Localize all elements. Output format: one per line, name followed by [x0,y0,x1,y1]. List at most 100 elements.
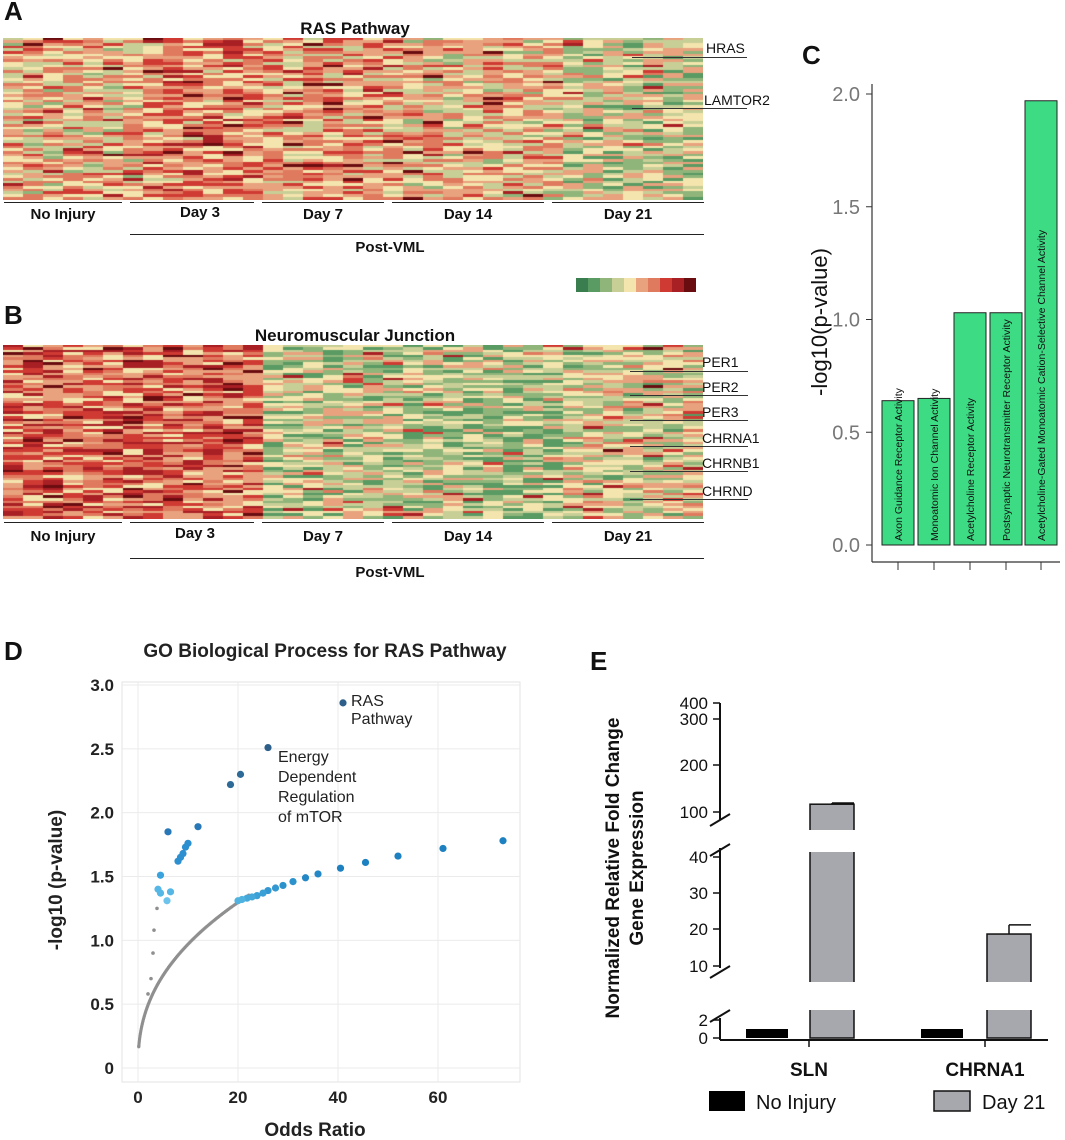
background-point [236,900,240,904]
background-point [191,937,195,941]
background-point [192,936,196,940]
y-tick-label: 2.5 [90,740,114,759]
highlight-point [499,837,507,845]
background-point [174,955,178,959]
background-point [140,1022,144,1026]
highlight-point [339,699,347,707]
background-point [245,894,249,898]
background-point [202,927,206,931]
background-point [142,1016,146,1020]
y-tick-label: 2.0 [90,804,114,823]
background-point [237,899,241,904]
y-tick-label: 3.0 [90,676,114,695]
x-tick-label: 0 [133,1088,142,1107]
background-point [212,918,216,922]
background-point [183,945,187,950]
background-point [137,1040,141,1044]
group-line [262,522,384,523]
axis-break [709,965,731,979]
background-point [193,935,197,939]
chart-title: GO Biological Process for RAS Pathway [143,641,507,662]
background-point [138,1035,142,1040]
highlight-point [279,881,287,890]
y-tick-label: 0.5 [90,995,114,1014]
y-tick-label: 20 [689,920,708,939]
y-tick-label: 1.5 [90,868,114,887]
highlight-point [236,770,245,778]
background-point [181,948,185,952]
background-point [224,909,229,913]
background-point [205,924,209,928]
background-point [198,930,203,934]
gene-label-lamtor2: LAMTOR2 [704,92,770,108]
color-scale-swatch [576,278,588,292]
color-scale-swatch [612,278,624,292]
background-point [137,1043,141,1047]
y-tick-label: 1.5 [832,197,860,219]
panel-letter-a: A [4,0,23,26]
background-point [171,960,175,964]
group-line [552,522,704,523]
post-vml-line [130,234,704,235]
background-point [197,931,202,935]
heatmap-b [3,345,703,519]
background-point [163,970,167,974]
group-label: Day 21 [603,528,653,545]
highlight-point [271,884,280,892]
color-scale-swatch [588,278,600,292]
highlight-point [439,844,447,853]
highlight-point [264,886,272,895]
background-point [146,1004,150,1008]
background-point [147,999,152,1004]
gene-line [630,395,748,396]
y-tick-label: 400 [680,694,708,713]
background-point [154,985,158,989]
background-point [226,908,230,912]
highlight-point [234,897,242,905]
panel-letter-d: D [4,636,23,666]
background-point [162,972,166,977]
legend-swatch-day21 [933,1090,971,1112]
y-tick-label: 2.0 [832,84,860,106]
background-point [146,1002,150,1006]
group-line [4,522,122,523]
background-point [201,928,205,932]
legend-swatch-no-injury [709,1091,745,1111]
background-point [232,903,236,907]
gene-line-hras [632,57,747,58]
background-point [215,916,219,920]
background-point [141,1019,145,1023]
group-label: Day 14 [443,206,493,223]
highlight-point [243,894,251,902]
panel-letter-c: C [802,40,821,70]
color-scale-swatch [636,278,648,292]
background-point [151,991,155,995]
bar-break-gap [986,982,1032,1010]
group-line [262,202,384,203]
background-point [143,1011,147,1015]
background-point [167,964,171,968]
highlight-point [253,892,261,900]
background-point [145,1005,149,1009]
background-point [155,983,159,988]
group-line [4,202,122,203]
background-point [138,1032,142,1036]
background-point [188,940,192,944]
background-point [172,958,176,963]
background-point [179,950,183,954]
background-point [157,980,161,984]
background-point [231,904,235,908]
background-point [149,995,153,999]
axis-break [709,813,731,827]
bar-category-label: Acetylcholine-Gated Monoatomic Cation-Se… [1036,229,1048,541]
background-point [223,910,227,914]
y-axis-label: -log10(p-value) [807,248,832,396]
annotation-label: Regulation [278,789,355,806]
highlight-point [248,893,256,901]
background-point [161,974,165,978]
bar-category-label: Acetylcholine Receptor Activity [965,397,977,541]
background-point [227,907,231,911]
group-label: Day 3 [174,525,216,542]
x-axis-label: Odds Ratio [264,1120,365,1140]
highlight-point [156,871,165,879]
